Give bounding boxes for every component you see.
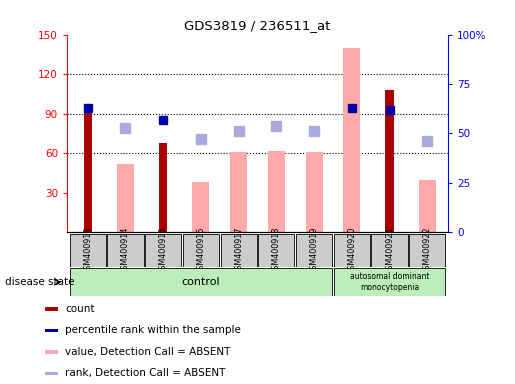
Bar: [305, 152, 322, 232]
Bar: [296, 234, 332, 267]
Text: GSM400914: GSM400914: [121, 227, 130, 275]
Text: percentile rank within the sample: percentile rank within the sample: [65, 326, 241, 336]
Bar: [145, 234, 181, 267]
Bar: [258, 234, 295, 267]
Text: GSM400916: GSM400916: [196, 227, 205, 275]
Text: GSM400915: GSM400915: [159, 226, 168, 275]
Bar: [45, 307, 58, 311]
Text: GSM400917: GSM400917: [234, 226, 243, 275]
Bar: [230, 152, 247, 232]
Text: GSM400921: GSM400921: [385, 226, 394, 275]
Bar: [220, 234, 257, 267]
Bar: [45, 372, 58, 375]
Text: value, Detection Call = ABSENT: value, Detection Call = ABSENT: [65, 347, 230, 357]
Text: GSM400918: GSM400918: [272, 227, 281, 275]
Bar: [334, 268, 445, 296]
Bar: [268, 151, 285, 232]
Bar: [45, 350, 58, 354]
Bar: [334, 234, 370, 267]
Bar: [419, 180, 436, 232]
Bar: [193, 182, 210, 232]
Bar: [159, 143, 167, 232]
Text: count: count: [65, 304, 95, 314]
Text: control: control: [182, 277, 220, 287]
Bar: [183, 234, 219, 267]
Bar: [70, 234, 106, 267]
Text: GSM400919: GSM400919: [310, 226, 319, 275]
Text: disease state: disease state: [5, 277, 75, 287]
Bar: [371, 234, 408, 267]
Text: autosomal dominant
monocytopenia: autosomal dominant monocytopenia: [350, 271, 430, 293]
Text: rank, Detection Call = ABSENT: rank, Detection Call = ABSENT: [65, 368, 226, 378]
Bar: [45, 329, 58, 332]
Bar: [107, 234, 144, 267]
Text: GSM400913: GSM400913: [83, 227, 92, 275]
Bar: [70, 268, 332, 296]
Bar: [117, 164, 134, 232]
Text: GSM400920: GSM400920: [347, 226, 356, 275]
Bar: [344, 48, 360, 232]
Title: GDS3819 / 236511_at: GDS3819 / 236511_at: [184, 19, 331, 32]
Bar: [83, 113, 92, 232]
Bar: [385, 90, 393, 232]
Bar: [409, 234, 445, 267]
Text: GSM400922: GSM400922: [423, 226, 432, 275]
